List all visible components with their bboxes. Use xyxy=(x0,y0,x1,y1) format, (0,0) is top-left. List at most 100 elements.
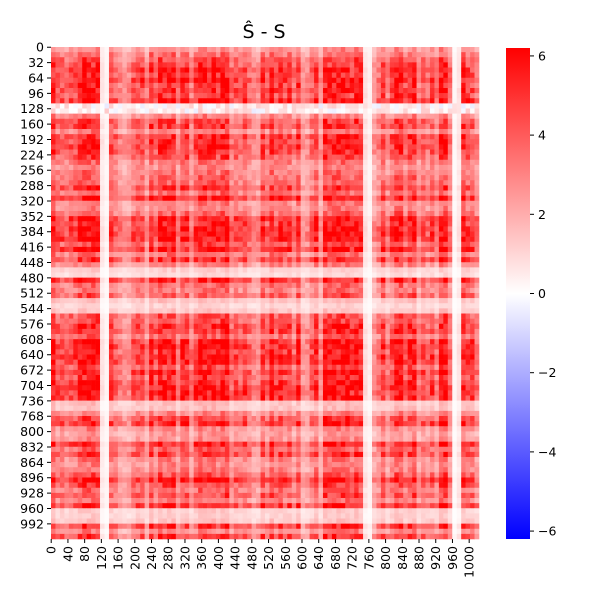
heatmap-cell xyxy=(447,277,453,284)
heatmap-cell xyxy=(318,185,324,191)
heatmap-cell xyxy=(282,185,288,191)
heatmap-cell xyxy=(372,236,377,243)
heatmap-cell xyxy=(202,57,208,63)
heatmap-cell xyxy=(100,303,105,309)
heatmap-cell xyxy=(51,164,56,171)
heatmap-cell xyxy=(452,134,458,140)
heatmap-cell xyxy=(363,103,368,109)
heatmap-cell xyxy=(300,277,306,284)
heatmap-cell xyxy=(389,72,395,79)
heatmap-cell xyxy=(470,170,475,176)
heatmap-cell xyxy=(238,154,244,161)
heatmap-cell xyxy=(149,164,154,171)
heatmap-cell xyxy=(153,164,159,171)
heatmap-cell xyxy=(265,72,270,79)
heatmap-cell xyxy=(215,62,221,68)
heatmap-cell xyxy=(412,113,417,120)
heatmap-cell xyxy=(327,226,333,232)
heatmap-cell xyxy=(349,205,355,212)
heatmap-cell xyxy=(91,159,96,166)
heatmap-cell xyxy=(282,129,288,135)
heatmap-cell xyxy=(363,195,368,202)
heatmap-cell xyxy=(372,287,377,294)
heatmap-cell xyxy=(470,118,475,125)
heatmap-cell xyxy=(389,216,395,222)
heatmap-cell xyxy=(91,257,96,263)
heatmap-cell xyxy=(104,52,110,58)
heatmap-cell xyxy=(131,277,137,284)
heatmap-cell xyxy=(198,170,203,176)
heatmap-cell xyxy=(300,154,306,161)
heatmap-cell xyxy=(407,252,413,258)
heatmap-cell xyxy=(278,170,284,176)
heatmap-cell xyxy=(434,62,440,68)
heatmap-cell xyxy=(282,282,288,289)
heatmap-cell xyxy=(398,129,404,135)
heatmap-cell xyxy=(340,154,346,161)
heatmap-cell xyxy=(86,144,92,150)
heatmap-cell xyxy=(367,108,373,114)
heatmap-cell xyxy=(314,170,319,176)
heatmap-cell xyxy=(269,267,275,273)
heatmap-cell xyxy=(412,277,417,284)
heatmap-cell xyxy=(189,195,194,202)
heatmap-cell xyxy=(238,211,244,217)
heatmap-cell xyxy=(282,267,288,273)
heatmap-cell xyxy=(242,236,248,243)
heatmap-cell xyxy=(91,118,96,125)
heatmap-cell xyxy=(73,149,79,155)
heatmap-cell xyxy=(144,154,150,161)
heatmap-cell xyxy=(291,93,297,99)
heatmap-cell xyxy=(242,123,248,130)
heatmap-cell xyxy=(273,236,279,243)
heatmap-cell xyxy=(385,47,391,53)
heatmap-cell xyxy=(278,308,284,314)
heatmap-cell xyxy=(282,308,288,314)
heatmap-cell xyxy=(461,231,466,237)
heatmap-cell xyxy=(372,108,377,114)
heatmap-cell xyxy=(349,67,355,73)
heatmap-cell xyxy=(198,205,203,212)
heatmap-cell xyxy=(318,272,324,278)
heatmap-cell xyxy=(64,98,70,104)
heatmap-cell xyxy=(322,272,328,278)
heatmap-cell xyxy=(349,298,355,304)
heatmap-cell xyxy=(202,211,208,217)
heatmap-cell xyxy=(51,262,56,268)
heatmap-cell xyxy=(144,293,150,299)
heatmap-cell xyxy=(233,129,239,135)
heatmap-cell xyxy=(309,241,315,248)
heatmap-cell xyxy=(372,303,377,309)
heatmap-cell xyxy=(403,303,408,309)
heatmap-cell xyxy=(345,129,351,135)
heatmap-cell xyxy=(407,129,413,135)
heatmap-cell xyxy=(358,190,364,196)
heatmap-cell xyxy=(372,262,377,268)
heatmap-cell xyxy=(162,139,168,145)
heatmap-cell xyxy=(443,252,449,258)
heatmap-cell xyxy=(358,303,364,309)
heatmap-cell xyxy=(452,144,458,150)
heatmap-cell xyxy=(265,180,270,186)
heatmap-cell xyxy=(77,241,83,248)
heatmap-cell xyxy=(140,308,145,314)
heatmap-cell xyxy=(215,149,221,155)
heatmap-cell xyxy=(265,226,270,232)
heatmap-cell xyxy=(153,216,159,222)
heatmap-cell xyxy=(247,303,252,309)
heatmap-cell xyxy=(443,88,449,94)
heatmap-cell xyxy=(367,267,373,273)
heatmap-cell xyxy=(149,205,154,212)
heatmap-cell xyxy=(363,277,368,284)
heatmap-cell xyxy=(287,118,293,125)
heatmap-cell xyxy=(260,159,266,166)
heatmap-cell xyxy=(153,118,159,125)
heatmap-cell xyxy=(166,205,172,212)
heatmap-cell xyxy=(149,134,154,140)
heatmap-cell xyxy=(211,195,217,202)
heatmap-cell xyxy=(434,118,440,125)
heatmap-cell xyxy=(220,257,226,263)
heatmap-cell xyxy=(198,108,203,114)
heatmap-cell xyxy=(215,154,221,161)
heatmap-cell xyxy=(189,246,194,253)
